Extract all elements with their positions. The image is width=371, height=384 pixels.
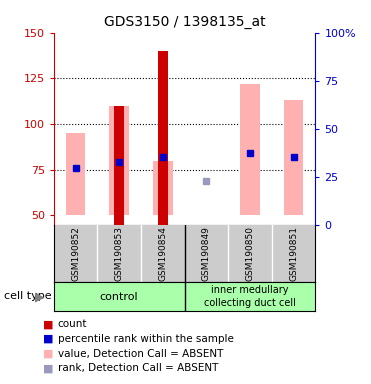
Text: percentile rank within the sample: percentile rank within the sample [58,334,233,344]
Text: cell type: cell type [4,291,51,301]
Text: rank, Detection Call = ABSENT: rank, Detection Call = ABSENT [58,363,218,373]
Text: GSM190849: GSM190849 [202,227,211,281]
Text: count: count [58,319,87,329]
Text: ■: ■ [43,319,53,329]
Text: GSM190852: GSM190852 [71,227,80,281]
Bar [284,100,303,215]
Bar [66,133,85,215]
Text: ▶: ▶ [35,290,44,303]
Text: value, Detection Call = ABSENT: value, Detection Call = ABSENT [58,349,223,359]
Bar [109,106,129,215]
Bar [158,51,168,225]
Text: ■: ■ [43,334,53,344]
Text: GSM190854: GSM190854 [158,227,167,281]
Bar [153,161,173,215]
Text: inner medullary
collecting duct cell: inner medullary collecting duct cell [204,285,296,308]
Title: GDS3150 / 1398135_at: GDS3150 / 1398135_at [104,15,265,29]
Text: ■: ■ [43,349,53,359]
Text: GSM190850: GSM190850 [246,226,255,281]
Text: ■: ■ [43,363,53,373]
Text: control: control [100,291,138,302]
Text: GSM190853: GSM190853 [115,226,124,281]
Bar [114,106,124,225]
Bar [240,84,260,215]
Text: GSM190851: GSM190851 [289,226,298,281]
